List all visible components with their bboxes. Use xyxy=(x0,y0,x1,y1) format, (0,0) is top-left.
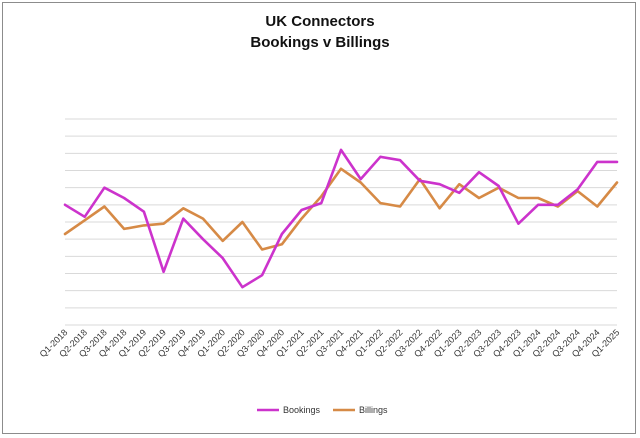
data-point-billings xyxy=(359,181,362,184)
data-point-bookings xyxy=(497,185,500,187)
data-point-billings xyxy=(143,224,145,227)
data-point-billings xyxy=(162,222,165,225)
chart-subtitle: Bookings v Billings xyxy=(250,34,389,51)
data-point-bookings xyxy=(419,180,421,182)
grid-layer xyxy=(65,118,617,326)
data-point-bookings xyxy=(379,156,382,158)
data-point-billings xyxy=(616,181,618,184)
data-point-bookings xyxy=(281,233,283,235)
data-point-billings xyxy=(83,219,86,222)
data-point-billings xyxy=(438,207,441,210)
legend-label-bookings: Bookings xyxy=(283,405,321,415)
data-point-bookings xyxy=(537,204,539,206)
data-point-billings xyxy=(320,195,323,198)
data-point-billings xyxy=(103,205,106,208)
data-point-bookings xyxy=(143,210,145,213)
data-point-bookings xyxy=(399,159,401,161)
data-point-billings xyxy=(64,233,66,235)
data-point-bookings xyxy=(182,217,185,220)
data-point-bookings xyxy=(517,222,520,225)
data-point-billings xyxy=(221,240,224,242)
data-point-bookings xyxy=(616,161,618,163)
data-point-bookings xyxy=(123,197,125,199)
data-point-bookings xyxy=(241,286,244,289)
data-point-billings xyxy=(478,197,480,199)
x-axis-tick-labels: Q1-2018Q2-2018Q3-2018Q4-2018Q1-2019Q2-20… xyxy=(38,327,622,359)
data-point-billings xyxy=(399,205,401,208)
data-point-billings xyxy=(261,248,263,251)
chart-svg: UK Connectors Bookings v Billings Q1-201… xyxy=(38,13,622,415)
data-point-billings xyxy=(182,207,185,210)
data-point-bookings xyxy=(261,274,263,277)
data-point-billings xyxy=(281,243,283,246)
data-point-bookings xyxy=(596,161,599,163)
data-point-bookings xyxy=(557,204,559,206)
data-point-bookings xyxy=(359,178,362,180)
data-point-bookings xyxy=(103,186,106,189)
data-point-billings xyxy=(517,197,520,199)
data-point-bookings xyxy=(438,183,441,185)
series-layer xyxy=(63,148,619,289)
data-point-bookings xyxy=(202,238,204,240)
legend: Bookings Billings xyxy=(257,405,388,415)
data-point-billings xyxy=(300,217,303,220)
data-point-bookings xyxy=(458,192,461,194)
data-point-bookings xyxy=(221,257,224,259)
data-point-billings xyxy=(340,168,342,170)
data-point-billings xyxy=(537,197,539,199)
data-point-bookings xyxy=(576,188,579,191)
data-point-billings xyxy=(379,202,382,204)
data-point-bookings xyxy=(320,202,323,204)
data-point-bookings xyxy=(478,171,480,173)
data-point-bookings xyxy=(83,216,86,218)
chart-title: UK Connectors xyxy=(265,13,374,30)
data-point-bookings xyxy=(340,149,342,151)
data-point-billings xyxy=(241,221,244,223)
data-point-billings xyxy=(458,183,461,185)
data-point-billings xyxy=(596,205,599,208)
legend-label-billings: Billings xyxy=(359,405,388,415)
chart-frame: UK Connectors Bookings v Billings Q1-201… xyxy=(2,2,636,434)
data-point-billings xyxy=(202,217,204,220)
data-point-bookings xyxy=(300,209,303,211)
data-point-billings xyxy=(123,228,125,230)
data-point-bookings xyxy=(64,204,66,206)
data-point-bookings xyxy=(162,271,165,273)
